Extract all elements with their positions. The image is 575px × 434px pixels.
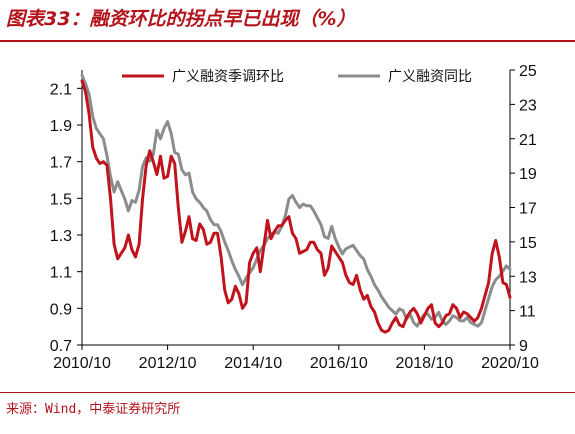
source-note: 来源：Wind，中泰证券研究所 bbox=[6, 402, 181, 417]
y-left-tick-label: 0.7 bbox=[50, 338, 72, 355]
series-line-yoy bbox=[80, 73, 512, 328]
legend-label: 广义融资同比 bbox=[388, 69, 472, 85]
y-left-tick-label: 0.9 bbox=[50, 301, 72, 318]
legend-label: 广义融资季调环比 bbox=[172, 69, 284, 85]
y-right-tick-label: 19 bbox=[519, 166, 537, 183]
series-line-qoq bbox=[80, 79, 512, 334]
series-lines-group bbox=[80, 73, 512, 334]
y-right-tick-label: 21 bbox=[519, 132, 537, 149]
y-left-tick-label: 2.1 bbox=[50, 81, 72, 98]
chart-area: 0.7 0.9 1.1 1.3 1.5 1.7 1.9 2.1 9 11 13 15 17 19 21 23 2… bbox=[50, 63, 539, 372]
x-tick-label: 2020/10 bbox=[481, 355, 539, 372]
footer-divider bbox=[0, 392, 575, 393]
x-tick-label: 2010/10 bbox=[53, 355, 111, 372]
legend-item-qoq: 广义融资季调环比 bbox=[122, 69, 284, 85]
y-left-tick-label: 1.7 bbox=[50, 155, 72, 172]
y-right-tick-label: 15 bbox=[519, 235, 537, 252]
y-left-tick-label: 1.3 bbox=[50, 228, 72, 245]
axes-group: 0.7 0.9 1.1 1.3 1.5 1.7 1.9 2.1 9 11 13 15 17 19 21 23 2… bbox=[50, 63, 539, 372]
y-right-tick-label: 17 bbox=[519, 201, 537, 218]
y-right-tick-label: 9 bbox=[519, 338, 528, 355]
y-right-tick-label: 23 bbox=[519, 97, 537, 114]
x-tick-label: 2016/10 bbox=[310, 355, 368, 372]
y-right-tick-label: 11 bbox=[519, 304, 536, 321]
title-divider bbox=[0, 40, 575, 42]
y-right-tick-label: 13 bbox=[519, 269, 537, 286]
y-right-tick-label: 25 bbox=[519, 63, 537, 80]
x-tick-label: 2014/10 bbox=[224, 355, 282, 372]
x-tick-label: 2018/10 bbox=[395, 355, 453, 372]
chart-title: 图表33：融资环比的拐点早已出现（%） bbox=[6, 8, 356, 30]
y-left-tick-label: 1.5 bbox=[50, 191, 72, 208]
y-left-tick-label: 1.9 bbox=[50, 118, 72, 135]
x-tick-label: 2012/10 bbox=[139, 355, 197, 372]
legend: 广义融资季调环比 广义融资同比 bbox=[122, 69, 472, 85]
y-left-tick-label: 1.1 bbox=[50, 265, 72, 282]
legend-item-yoy: 广义融资同比 bbox=[338, 69, 472, 85]
